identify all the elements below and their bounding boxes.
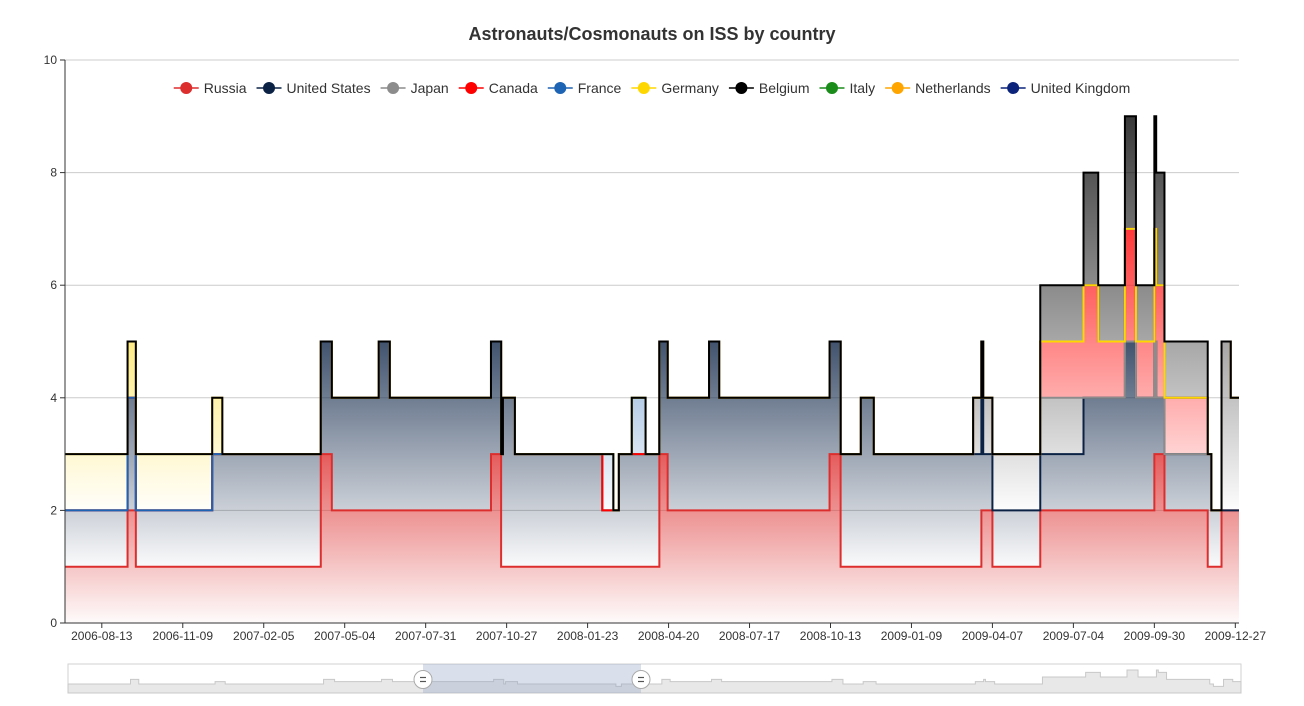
axes: 0 2 4 6 8 10 2006-08-13 2006-11-09 2007-02-05 200…: [44, 53, 1267, 643]
series-line-russia: [65, 453, 1239, 568]
y-tick-label: 6: [50, 278, 57, 292]
legend-item-united-states[interactable]: United States: [256, 80, 371, 96]
chart-title: Astronauts/Cosmonauts on ISS by country: [468, 24, 835, 44]
x-tick-label: 2006-11-09: [153, 629, 214, 643]
y-tick-label: 10: [44, 53, 58, 67]
zoom-selected-range[interactable]: [423, 664, 641, 693]
x-tick-label: 2009-01-09: [881, 629, 943, 643]
x-tick-label: 2008-01-23: [557, 629, 619, 643]
legend-label: Japan: [411, 80, 449, 96]
legend-marker: [180, 82, 193, 94]
x-tick-label: 2007-02-05: [233, 629, 295, 643]
legend-item-italy[interactable]: Italy: [819, 80, 875, 96]
y-tick-label: 4: [50, 391, 57, 405]
legend-item-germany[interactable]: Germany: [631, 80, 719, 96]
legend-marker: [825, 82, 838, 94]
legend-label: United Kingdom: [1031, 80, 1131, 96]
x-tick-label: 2008-04-20: [638, 629, 700, 643]
y-tick-label: 2: [50, 503, 57, 517]
legend-label: Germany: [661, 80, 719, 96]
legend-marker: [465, 82, 478, 94]
legend-item-japan[interactable]: Japan: [380, 80, 449, 96]
handle-circle[interactable]: [413, 670, 433, 689]
x-tick-label: 2009-09-30: [1124, 629, 1186, 643]
legend-label: Netherlands: [915, 80, 991, 96]
y-tick-label: 0: [50, 616, 57, 630]
legend-label: Russia: [204, 80, 247, 96]
data-zoom-slider[interactable]: [67, 663, 1242, 694]
series-lines: [65, 115, 1239, 568]
x-tick-label: 2009-04-07: [962, 629, 1024, 643]
x-tick-label: 2007-10-27: [476, 629, 538, 643]
zoom-preview: [67, 669, 1242, 694]
series-area-russia: [65, 454, 1239, 623]
y-tick-label: 8: [50, 166, 57, 180]
zoom-handle-start[interactable]: [413, 670, 433, 689]
x-tick-label: 2008-10-13: [800, 629, 862, 643]
x-tick-label: 2007-07-31: [395, 629, 457, 643]
legend-marker: [1007, 82, 1020, 94]
x-tick-label: 2009-07-04: [1043, 629, 1105, 643]
legend-item-netherlands[interactable]: Netherlands: [885, 80, 991, 96]
legend-item-france[interactable]: France: [547, 80, 622, 96]
legend-label: Italy: [849, 80, 875, 96]
plot-area: [65, 116, 1239, 623]
legend-label: United States: [287, 80, 371, 96]
legend: Russia United States Japan Canada France Germ…: [173, 80, 1131, 96]
handle-circle[interactable]: [631, 670, 651, 689]
legend-marker: [387, 82, 400, 94]
legend-marker: [637, 82, 650, 94]
legend-item-canada[interactable]: Canada: [458, 80, 538, 96]
legend-marker: [263, 82, 276, 94]
x-tick-label: 2009-12-27: [1205, 629, 1267, 643]
x-tick-label: 2007-05-04: [314, 629, 376, 643]
legend-item-russia[interactable]: Russia: [173, 80, 247, 96]
legend-item-belgium[interactable]: Belgium: [728, 80, 810, 96]
legend-marker: [554, 82, 567, 94]
legend-marker: [891, 82, 904, 94]
x-tick-label: 2006-08-13: [71, 629, 133, 643]
legend-label: France: [578, 80, 622, 96]
legend-marker: [735, 82, 748, 94]
legend-label: Canada: [489, 80, 538, 96]
x-tick-label: 2008-07-17: [719, 629, 781, 643]
legend-item-united-kingdom[interactable]: United Kingdom: [1000, 80, 1131, 96]
zoom-handle-end[interactable]: [631, 670, 651, 689]
series-line-belgium: [65, 115, 1239, 512]
legend-label: Belgium: [759, 80, 810, 96]
